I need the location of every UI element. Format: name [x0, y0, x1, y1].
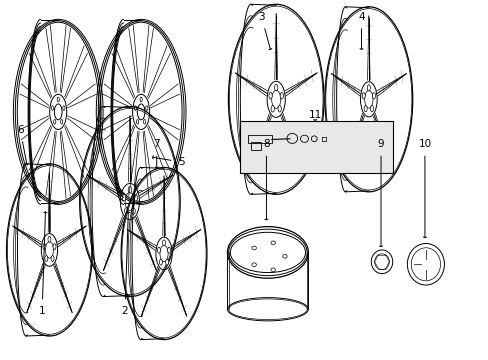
- Ellipse shape: [61, 120, 63, 124]
- Ellipse shape: [57, 97, 59, 102]
- Bar: [250, 142, 260, 149]
- Ellipse shape: [270, 241, 275, 244]
- Ellipse shape: [165, 259, 168, 265]
- Text: 9: 9: [377, 139, 384, 247]
- Ellipse shape: [280, 93, 283, 99]
- Ellipse shape: [282, 255, 286, 258]
- Ellipse shape: [372, 93, 375, 99]
- Ellipse shape: [43, 244, 46, 249]
- Ellipse shape: [128, 186, 131, 193]
- Text: 6: 6: [17, 125, 28, 164]
- Ellipse shape: [159, 259, 162, 265]
- Ellipse shape: [48, 237, 51, 242]
- Text: 5: 5: [152, 156, 184, 167]
- Ellipse shape: [167, 247, 170, 253]
- Ellipse shape: [134, 106, 136, 111]
- Ellipse shape: [136, 120, 139, 124]
- Ellipse shape: [370, 105, 373, 112]
- Text: 10: 10: [418, 139, 430, 238]
- Ellipse shape: [274, 84, 277, 91]
- Ellipse shape: [362, 93, 365, 99]
- Ellipse shape: [54, 120, 56, 124]
- Text: 8: 8: [263, 139, 269, 220]
- Text: 11: 11: [308, 111, 321, 121]
- Ellipse shape: [140, 97, 142, 102]
- Ellipse shape: [143, 120, 145, 124]
- Bar: [239, 121, 392, 173]
- Ellipse shape: [366, 85, 369, 91]
- Ellipse shape: [53, 244, 56, 249]
- Text: 3: 3: [258, 12, 271, 50]
- Ellipse shape: [62, 106, 65, 111]
- Ellipse shape: [124, 208, 128, 214]
- Text: 1: 1: [39, 212, 47, 316]
- Ellipse shape: [51, 256, 54, 261]
- Ellipse shape: [251, 263, 256, 266]
- Ellipse shape: [278, 105, 281, 112]
- Ellipse shape: [45, 256, 48, 261]
- Ellipse shape: [145, 106, 147, 111]
- Ellipse shape: [268, 93, 272, 99]
- Ellipse shape: [270, 105, 274, 112]
- Text: 2: 2: [122, 212, 130, 316]
- Ellipse shape: [162, 240, 165, 246]
- Ellipse shape: [132, 208, 135, 214]
- Text: 7: 7: [153, 139, 160, 168]
- Ellipse shape: [157, 247, 160, 253]
- Ellipse shape: [134, 195, 137, 201]
- Ellipse shape: [122, 195, 125, 201]
- Ellipse shape: [251, 246, 256, 250]
- Bar: [248, 135, 271, 143]
- Ellipse shape: [51, 106, 54, 111]
- Text: 4: 4: [358, 12, 364, 49]
- Ellipse shape: [364, 105, 366, 112]
- Ellipse shape: [270, 268, 275, 272]
